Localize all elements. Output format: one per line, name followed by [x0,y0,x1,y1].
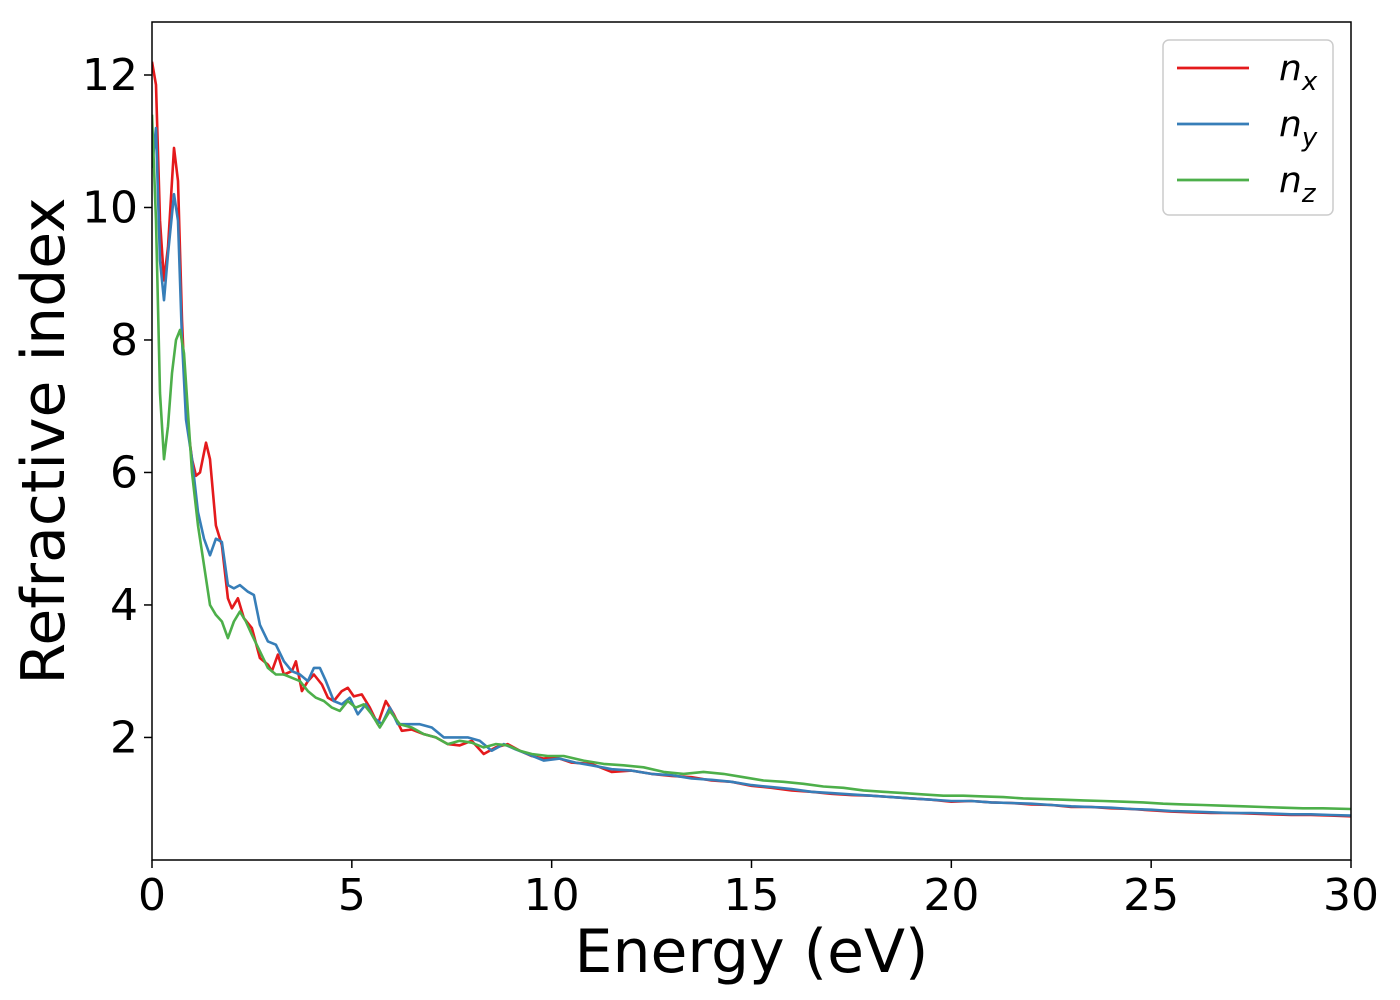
x-tick-label: 15 [724,870,780,921]
legend-box [1162,39,1334,216]
x-tick-label: 10 [524,870,580,921]
y-tick-label: 2 [110,712,138,763]
y-tick-label: 8 [110,315,138,366]
x-axis-label: Energy (eV) [575,917,929,987]
y-tick-label: 4 [110,580,138,631]
y-axis: 2 4 6 8 10 12 [82,50,152,763]
series-line-n-z [152,114,1351,811]
x-tick-label: 0 [138,870,166,921]
x-tick-label: 25 [1123,870,1179,921]
y-axis-label: Refractive index [9,197,79,684]
x-tick-label: 30 [1323,870,1379,921]
y-tick-label: 6 [110,447,138,498]
legend-label-n-y: ny [1279,104,1318,153]
y-tick-label: 12 [82,50,138,101]
legend-label-n-x: nx [1279,48,1318,97]
y-tick-label: 10 [82,182,138,233]
x-axis: 0 5 10 15 20 25 30 [138,860,1379,921]
legend: nx ny nz [1162,39,1334,216]
x-tick-label: 5 [338,870,366,921]
series-layer [152,61,1351,818]
legend-label-n-z: nz [1279,160,1317,209]
x-tick-label: 20 [923,870,979,921]
